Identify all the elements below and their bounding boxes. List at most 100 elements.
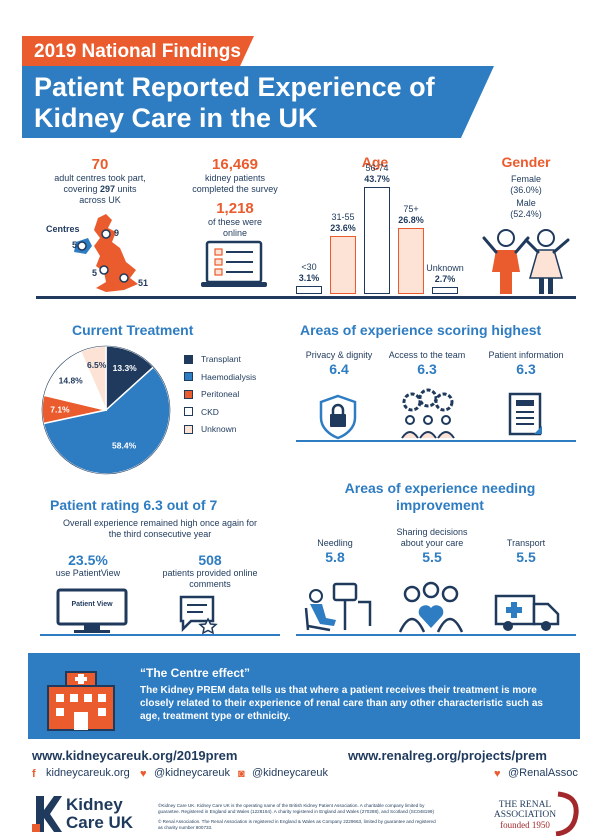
male-label: Male bbox=[516, 198, 536, 208]
patientview-pct: 23.5% bbox=[68, 552, 108, 568]
centres-text-1: adult centres took part, bbox=[54, 173, 146, 183]
facebook-link[interactable]: f kidneycareuk.org bbox=[32, 767, 130, 780]
highest-label-1: Privacy & dignity bbox=[305, 350, 373, 360]
year-banner-text: 2019 National Findings bbox=[34, 41, 241, 62]
instagram-link[interactable]: ◙ @kidneycareuk bbox=[238, 767, 328, 780]
age-label-2: 56-74 43.7% bbox=[354, 163, 400, 185]
highest-value-3: 6.3 bbox=[516, 361, 536, 377]
gender-title: Gender bbox=[501, 154, 551, 170]
legend-swatch bbox=[184, 407, 193, 416]
divider-top bbox=[36, 296, 576, 299]
year-banner: 2019 National Findings bbox=[22, 36, 254, 66]
comments-count: 508 bbox=[198, 552, 222, 568]
kidney-care-uk-logo-text: Kidney Care UK bbox=[66, 795, 134, 832]
ambulance-icon bbox=[494, 594, 560, 631]
age-pct-1: 23.6% bbox=[330, 223, 356, 234]
centre-effect-band bbox=[28, 653, 580, 739]
pie-outline bbox=[41, 345, 171, 475]
age-pct-4: 2.7% bbox=[434, 274, 456, 285]
centres-map-label: Centres bbox=[46, 224, 80, 234]
twitter-link[interactable]: ♥ @kidneycareuk bbox=[140, 767, 230, 780]
centre-effect-title: “The Centre effect” bbox=[140, 666, 251, 680]
age-group-0: <30 bbox=[301, 262, 317, 273]
centres-text-2: covering 297 units bbox=[63, 184, 137, 194]
legend-swatch bbox=[184, 424, 193, 434]
age-group-1: 31-55 bbox=[331, 212, 355, 223]
age-pct-2: 43.7% bbox=[364, 174, 390, 185]
map-number-2: 9 bbox=[114, 228, 120, 238]
age-bar-3 bbox=[398, 228, 424, 294]
title-line-1: Patient Reported Experience of bbox=[34, 72, 435, 102]
comment-star-icon bbox=[179, 595, 218, 635]
divider-highest bbox=[296, 440, 576, 442]
team-gears-icon bbox=[401, 388, 455, 439]
twitter-right-link[interactable]: ♥ @RenalAssoc bbox=[494, 767, 578, 780]
padlock-icon bbox=[319, 394, 357, 440]
legend-label: Transplant bbox=[201, 354, 241, 364]
url-renalreg[interactable]: www.renalreg.org/projects/prem bbox=[348, 748, 547, 763]
comments-text-2: comments bbox=[189, 579, 231, 589]
kidney-care-uk-logo-icon bbox=[32, 796, 62, 832]
map-number-3: 5 bbox=[92, 268, 98, 278]
patients-text-2: completed the survey bbox=[192, 184, 278, 194]
hospital-icon bbox=[47, 671, 115, 731]
age-group-2: 56-74 bbox=[365, 163, 389, 174]
twitter-icon: ♥ bbox=[140, 767, 147, 780]
people-heart-icon bbox=[398, 581, 464, 633]
improve-label-2a: Sharing decisions bbox=[396, 527, 468, 537]
laptop-survey-icon bbox=[201, 240, 267, 287]
patients-count: 16,469 bbox=[212, 156, 258, 173]
age-group-4: Unknown bbox=[426, 263, 464, 274]
legend-item-ckd: CKD bbox=[184, 407, 219, 417]
centre-effect-line-1: The Kidney PREM data tells us that where… bbox=[140, 685, 537, 696]
female-label: Female bbox=[510, 174, 541, 184]
comments-stat: 508 patients provided online comments bbox=[140, 552, 280, 590]
pie-label-transplant: 13.3% bbox=[113, 363, 138, 373]
legend-swatch bbox=[184, 389, 193, 399]
pie-label-unknown: 6.5% bbox=[87, 360, 107, 370]
treatment-pie-chart: 13.3% 58.4% 7.1% 14.8%6.5% bbox=[41, 345, 171, 475]
rating-text-2: the third consecutive year bbox=[108, 529, 212, 539]
url-kidneycareuk[interactable]: www.kidneycareuk.org/2019prem bbox=[32, 748, 238, 763]
male-pct: (52.4%) bbox=[510, 209, 542, 219]
patientview-screen-text: Patient View bbox=[71, 601, 113, 608]
age-label-1: 31-55 23.6% bbox=[320, 212, 366, 234]
age-group-3: 75+ bbox=[403, 204, 419, 215]
legend-item-unknown: Unknown bbox=[184, 424, 236, 434]
pie-label-ckd: 14.8% bbox=[59, 375, 84, 385]
improve-item-transport: Transport 5.5 bbox=[488, 538, 564, 565]
rating-title: Patient rating 6.3 out of 7 bbox=[50, 497, 218, 513]
legend-label: Haemodialysis bbox=[201, 371, 257, 382]
age-bar-2 bbox=[364, 187, 390, 294]
highest-label-3: Patient information bbox=[488, 350, 564, 360]
legend-item-peritoneal: Peritoneal bbox=[184, 389, 239, 399]
centres-count: 70 bbox=[91, 156, 109, 173]
legend-swatch bbox=[184, 354, 193, 364]
male-female-figures-icon bbox=[482, 229, 570, 294]
title-banner: Patient Reported Experience of Kidney Ca… bbox=[22, 66, 494, 138]
pie-label-peritoneal: 7.1% bbox=[50, 404, 70, 414]
divider-rating bbox=[40, 634, 280, 636]
treatment-title: Current Treatment bbox=[72, 322, 194, 338]
leaflet-icon bbox=[508, 392, 542, 436]
age-label-4: Unknown 2.7% bbox=[422, 263, 468, 285]
legend-label: Unknown bbox=[201, 424, 237, 434]
monitor-icon bbox=[56, 588, 128, 633]
comments-text-1: patients provided online bbox=[162, 568, 258, 578]
online-text-2: online bbox=[222, 228, 248, 238]
age-bar-0 bbox=[296, 286, 322, 294]
pie-label-haemodialysis: 58.4% bbox=[112, 440, 137, 450]
improve-label-1: Needling bbox=[317, 538, 353, 548]
highest-title: Areas of experience scoring highest bbox=[300, 322, 542, 338]
age-bar-1 bbox=[330, 236, 356, 294]
centre-effect-line-2: closely related to their experience of r… bbox=[140, 698, 543, 709]
highest-item-privacy: Privacy & dignity 6.4 bbox=[296, 350, 382, 377]
age-pct-0: 3.1% bbox=[298, 273, 320, 284]
legal-text: ©Kidney Care UK. Kidney Care UK is the o… bbox=[158, 803, 436, 830]
age-title: Age bbox=[361, 154, 389, 170]
age-pct-3: 26.8% bbox=[398, 215, 424, 226]
highest-item-access: Access to the team 6.3 bbox=[380, 350, 474, 377]
title-line-2: Kidney Care in the UK bbox=[34, 103, 318, 133]
map-number-4: 51 bbox=[138, 278, 149, 288]
age-chart: <30 3.1% 31-55 23.6% 56-74 43.7% 75+ 26.8% Unkno… bbox=[290, 163, 470, 296]
